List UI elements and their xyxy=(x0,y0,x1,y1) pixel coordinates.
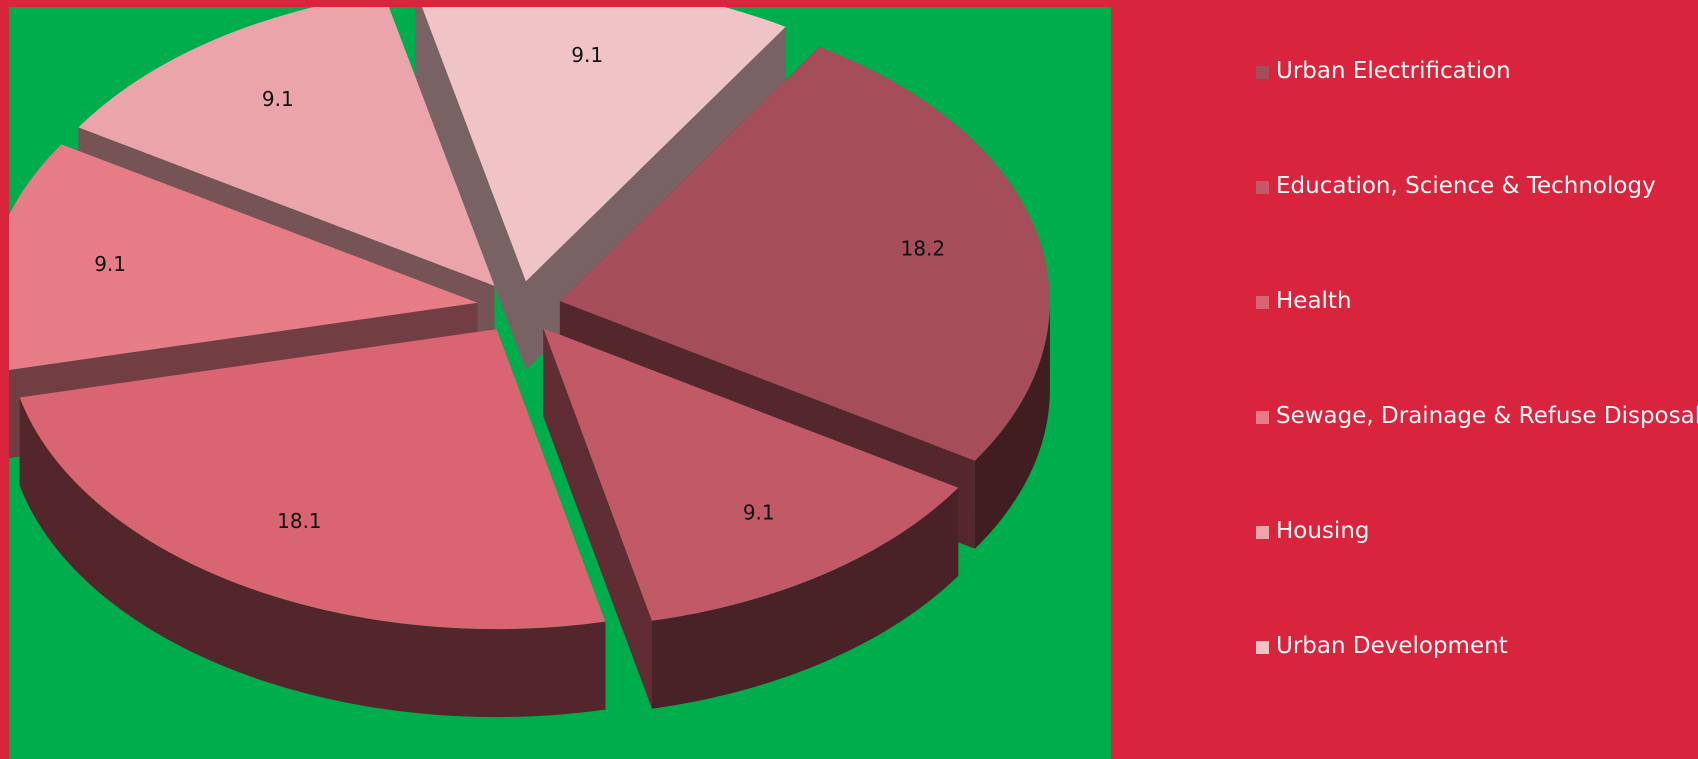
slice-side-wall xyxy=(415,7,526,370)
data-label: 9.1 xyxy=(571,43,603,67)
legend-label: Urban Development xyxy=(1276,633,1508,659)
legend-label: Sewage, Drainage & Refuse Disposal xyxy=(1276,403,1698,429)
slice-top-face xyxy=(421,7,786,282)
legend-label: Health xyxy=(1276,288,1352,314)
slice-outer-wall xyxy=(19,397,606,718)
legend: Urban Electrification Education, Science… xyxy=(1256,56,1698,746)
legend-item: Urban Development xyxy=(1256,631,1696,746)
slice-top-face xyxy=(559,46,1050,461)
pie-chart: 18.2 9.1 18.1 9.1 9.1 9.1 xyxy=(9,7,1050,718)
legend-swatch xyxy=(1256,181,1269,194)
legend-swatch xyxy=(1256,411,1269,424)
slice-top-face xyxy=(543,328,959,621)
slice-outer-wall xyxy=(974,304,1050,549)
pie-slice xyxy=(19,329,606,718)
legend-swatch xyxy=(1256,296,1269,309)
data-label: 18.2 xyxy=(901,237,946,261)
legend-item: Urban Electrification xyxy=(1256,56,1696,171)
slice-side-wall xyxy=(543,328,652,709)
plot-area: 18.2 9.1 18.1 9.1 9.1 9.1 xyxy=(9,7,1111,759)
slice-top-face xyxy=(9,144,478,370)
data-label: 9.1 xyxy=(94,252,126,276)
slice-top-face xyxy=(19,329,606,630)
legend-label: Education, Science & Technology xyxy=(1276,173,1656,199)
legend-item: Health xyxy=(1256,286,1696,401)
legend-item: Housing xyxy=(1256,516,1696,631)
slice-outer-wall xyxy=(651,487,959,709)
data-label: 9.1 xyxy=(262,87,294,111)
legend-swatch xyxy=(1256,526,1269,539)
data-label: 18.1 xyxy=(277,509,322,533)
legend-item: Sewage, Drainage & Refuse Disposal xyxy=(1256,401,1698,516)
data-label: 9.1 xyxy=(743,501,775,525)
slice-top-face xyxy=(78,7,495,286)
legend-label: Urban Electrification xyxy=(1276,58,1511,84)
legend-item: Education, Science & Technology xyxy=(1256,171,1696,286)
legend-swatch xyxy=(1256,641,1269,654)
pie-slice xyxy=(543,328,959,709)
legend-swatch xyxy=(1256,66,1269,79)
legend-label: Housing xyxy=(1276,518,1370,544)
